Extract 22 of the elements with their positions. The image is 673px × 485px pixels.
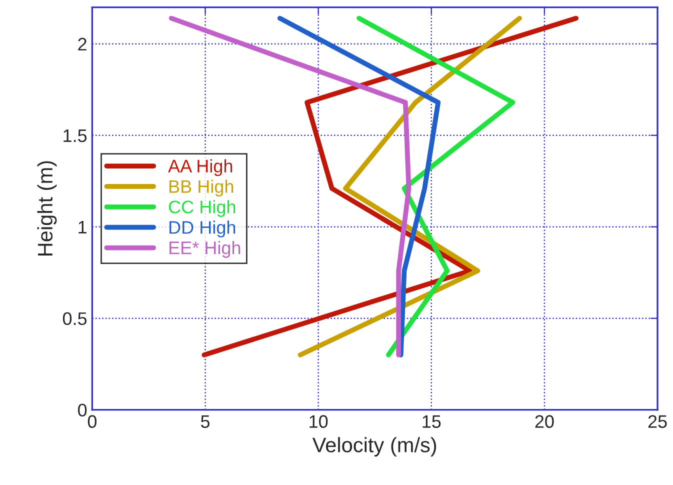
x-tick-label: 5 bbox=[200, 415, 210, 428]
line-series bbox=[277, 16, 441, 358]
y-tick-label: 0 bbox=[78, 404, 87, 417]
x-tick-label: 25 bbox=[648, 415, 667, 428]
y-tick-label: 0.5 bbox=[62, 312, 87, 326]
legend-label: EE* High bbox=[170, 241, 240, 258]
y-tick-label: 1 bbox=[78, 220, 86, 234]
y-tick-label: 1.5 bbox=[64, 129, 87, 142]
x-axis-title: Velocity (m/s) bbox=[312, 437, 436, 456]
x-tick-label: 0 bbox=[88, 415, 97, 428]
line-series bbox=[168, 16, 412, 358]
x-tick-label: 15 bbox=[422, 415, 441, 428]
x-tick-label: 20 bbox=[535, 415, 554, 428]
legend-label: BB High bbox=[170, 180, 234, 197]
y-tick-label: 2 bbox=[78, 38, 86, 50]
legend-label: AA High bbox=[168, 159, 232, 176]
line-series bbox=[356, 16, 516, 358]
x-tick-label: 10 bbox=[310, 415, 328, 428]
legend-label: CC High bbox=[168, 200, 236, 217]
legend-label: DD High bbox=[170, 220, 236, 238]
line-series bbox=[298, 16, 522, 358]
y-axis-title: Height (m) bbox=[37, 161, 57, 256]
